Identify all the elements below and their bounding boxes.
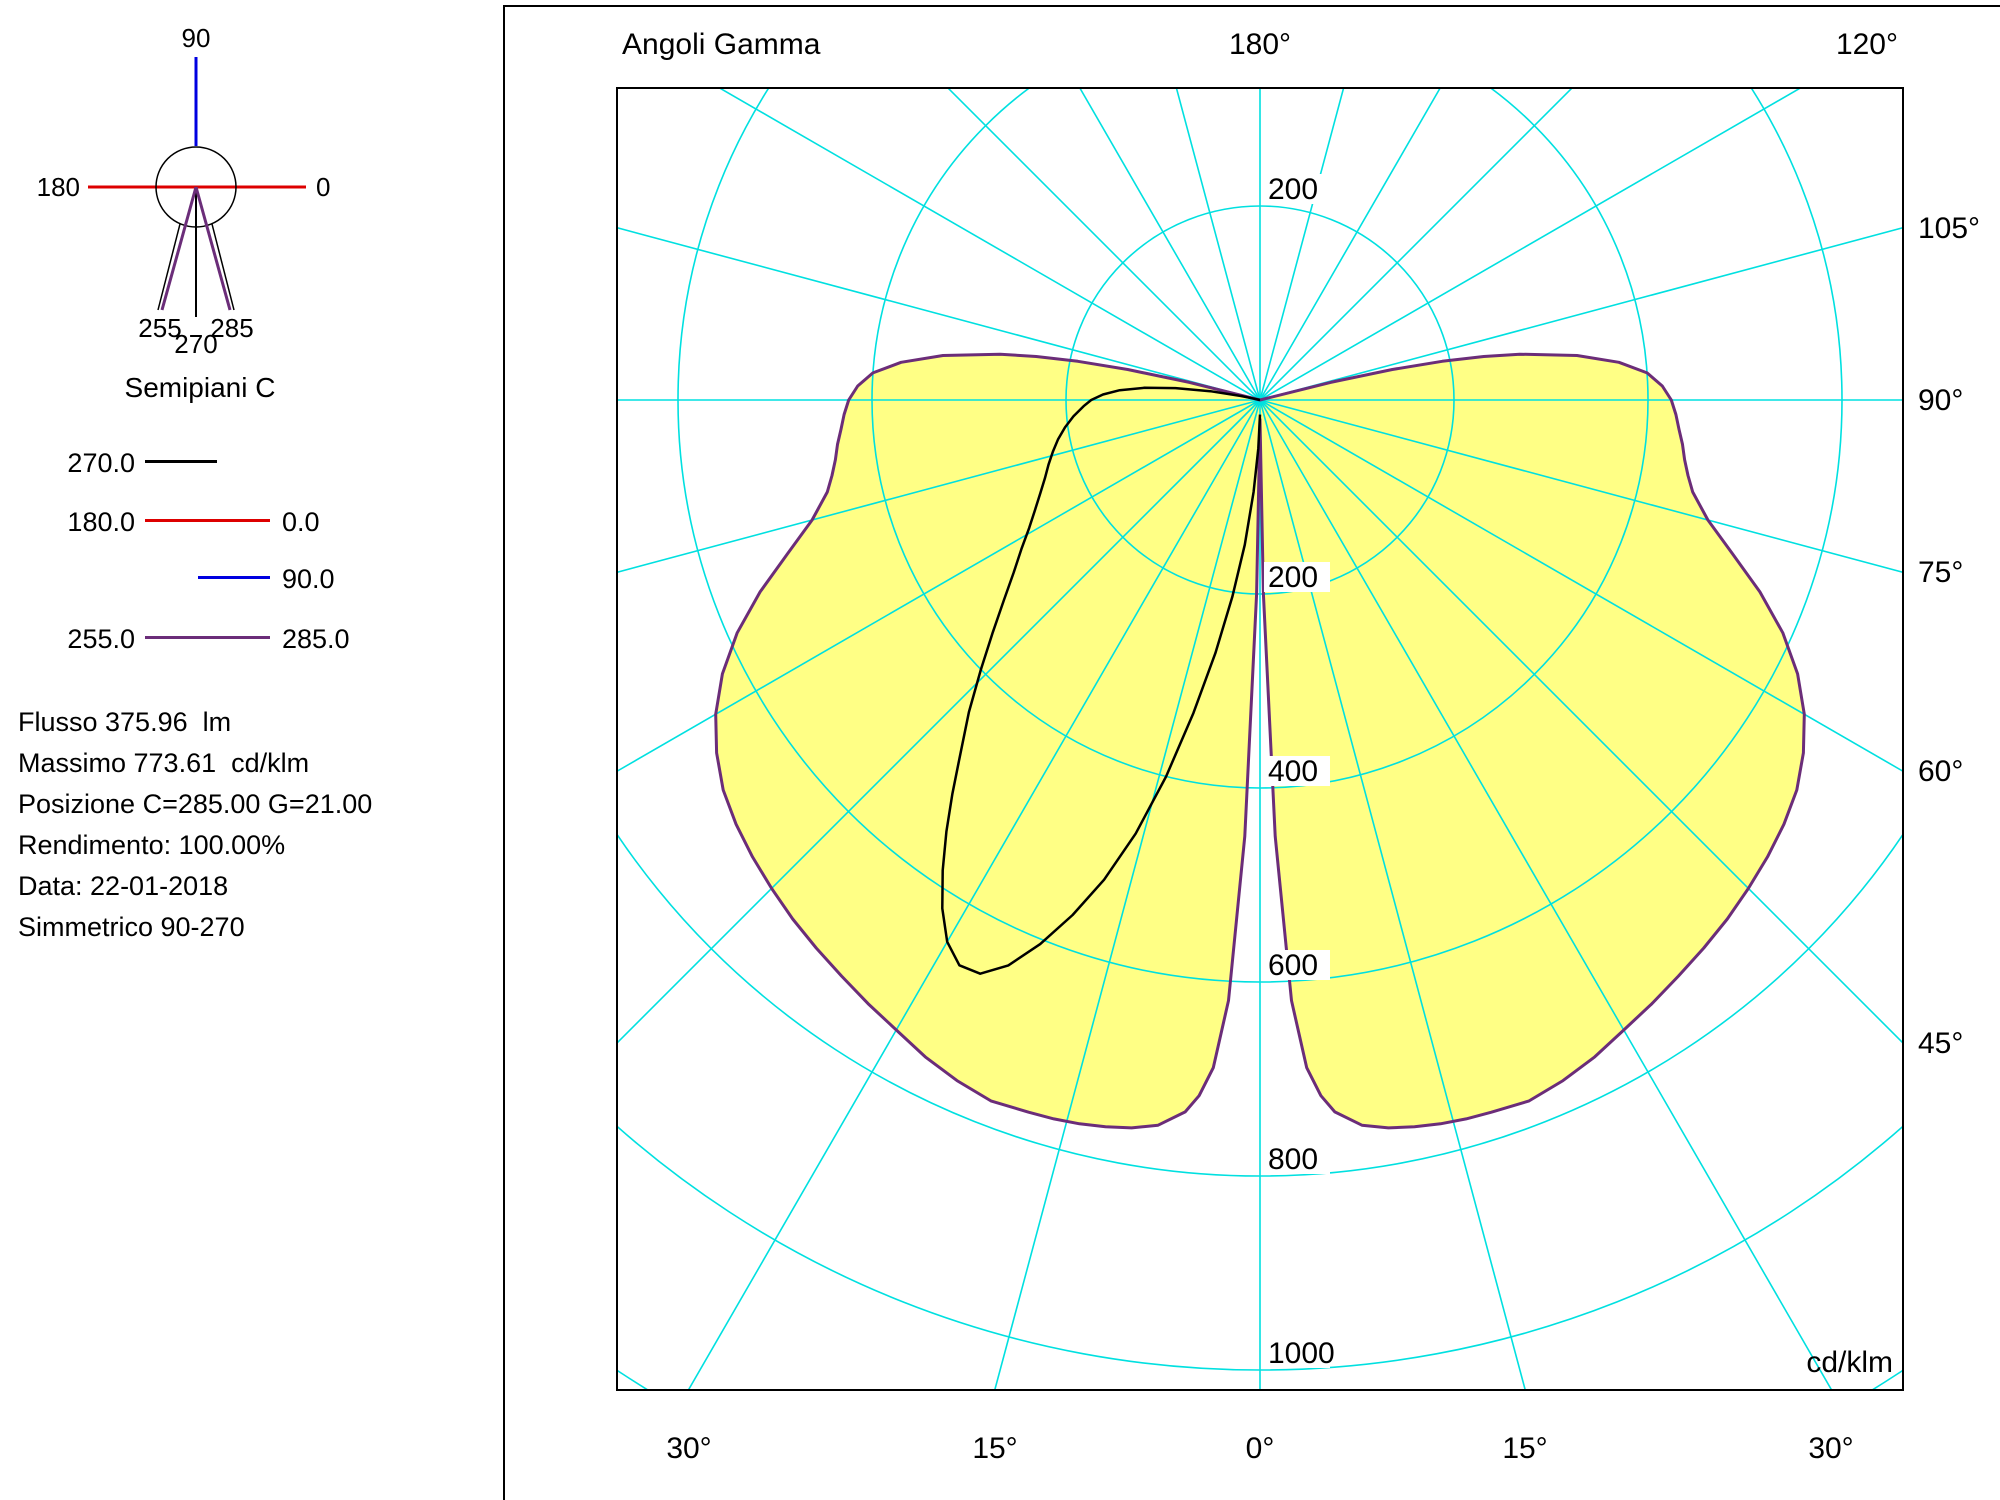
gamma-label-bottom: 15°: [972, 1432, 1017, 1465]
gamma-label-right: 60°: [1918, 755, 1963, 788]
grid-radial-line: [1259, 88, 1802, 401]
radial-label-mask: [1264, 562, 1330, 592]
lamp-cone-left-line: [157, 223, 181, 311]
legend-label-0: 0.0: [282, 507, 320, 537]
legend-label-285: 285.0: [282, 624, 350, 654]
lamp-axis-285-line: [194, 186, 232, 311]
info-rendimento: Rendimento: 100.00%: [18, 830, 286, 860]
gamma-label-right: 90°: [1918, 384, 1963, 417]
lamp-label-255: 255: [138, 313, 181, 343]
radial-tick-label: 600: [1268, 949, 1318, 982]
semipiani-caption: Semipiani C: [124, 372, 276, 403]
legend-label-90: 90.0: [282, 564, 335, 594]
info-simmetria: Simmetrico 90-270: [18, 912, 245, 942]
grid-radial-line: [993, 399, 1261, 1390]
unit-label: cd/klm: [1806, 1346, 1893, 1379]
info-flusso: Flusso 375.96 lm: [18, 707, 232, 737]
lamp-label-90: 90: [182, 23, 211, 53]
radial-tick-labels: 200 200 400 600 800 1000: [1264, 173, 1335, 1370]
legend-label-270: 270.0: [67, 448, 135, 478]
grid-radial-line: [1259, 399, 1903, 773]
radial-label-mask: [1264, 950, 1330, 980]
grid-radial-line: [1259, 399, 1903, 574]
plot-border: [616, 87, 1904, 1391]
chart-title: Angoli Gamma: [622, 28, 821, 61]
chart-panel-frame: [503, 5, 2000, 1500]
polar-chart: 2002004006008001000105°90°75°60°45°105°9…: [616, 28, 1980, 1465]
gamma-label-top-180: 180°: [1229, 28, 1291, 61]
gamma-label-bottom: 30°: [666, 1432, 711, 1465]
gamma-label-right: 75°: [1918, 556, 1963, 589]
legend-line-90: [198, 576, 270, 579]
radial-label-mask: [1264, 1338, 1330, 1368]
grid-radial-line: [617, 399, 1261, 574]
legend-line-270: [145, 460, 217, 463]
lamp-diagram: 90 180 0 255 285 270: [37, 23, 331, 359]
legend-label-255: 255.0: [67, 624, 135, 654]
intensity-curve-fill: [715, 354, 1805, 1128]
grid-radial-line: [617, 399, 1261, 1045]
radial-label-mask: [1264, 756, 1330, 786]
lamp-label-285: 285: [210, 313, 253, 343]
lamp-label-0: 0: [316, 172, 330, 202]
info-data: Data: 22-01-2018: [18, 871, 229, 901]
grid-radial-line: [1259, 399, 1833, 1390]
grid-radial-line: [1175, 88, 1261, 401]
gamma-label-bottom: 0°: [1246, 1432, 1275, 1465]
grid-radial-line: [946, 88, 1261, 401]
intensity-curve-270: [941, 386, 1262, 975]
grid-radial-line: [1259, 399, 1527, 1390]
radial-tick-label: 200: [1268, 561, 1318, 594]
gamma-label-right: 105°: [1918, 212, 1980, 245]
radial-tick-label: 400: [1268, 755, 1318, 788]
grid-radial-line: [1259, 88, 1442, 401]
grid-radial-line: [1078, 88, 1261, 401]
grid-radial-line: [687, 399, 1261, 1390]
radial-label-mask: [1264, 174, 1330, 204]
info-massimo: Massimo 773.61 cd/klm: [18, 748, 310, 778]
gamma-label-bottom: 30°: [1808, 1432, 1853, 1465]
grid-radial-line: [617, 399, 1261, 773]
lamp-label-180: 180: [37, 172, 80, 202]
legend-line-180-0: [145, 519, 270, 522]
plot-area: [617, 88, 1903, 1390]
legend-line-255-285: [145, 636, 270, 639]
grid-radial-line: [1259, 399, 1903, 1045]
grid-radial-line: [718, 88, 1261, 401]
grid-radial-line: [617, 226, 1261, 401]
legend-label-180: 180.0: [67, 507, 135, 537]
info-posizione: Posizione C=285.00 G=21.00: [18, 789, 373, 819]
radial-label-mask: [1264, 1144, 1330, 1174]
gamma-axis-labels: 105°90°75°60°45°105°90°75°60°45°30°15°0°…: [622, 28, 1980, 1465]
gamma-label-top-120: 120°: [1836, 28, 1898, 61]
radial-tick-label: 800: [1268, 1143, 1318, 1176]
radial-tick-label: 200: [1268, 173, 1318, 206]
grid-radial-line: [1259, 88, 1574, 401]
radial-tick-label: 1000: [1268, 1337, 1335, 1370]
grid-radial-line: [1259, 226, 1903, 401]
gamma-label-bottom: 15°: [1502, 1432, 1547, 1465]
gamma-label-right: 45°: [1918, 1027, 1963, 1060]
info-block: Flusso 375.96 lm Massimo 773.61 cd/klm P…: [18, 702, 372, 948]
lamp-cone-right-line: [211, 223, 235, 311]
lamp-label-270: 270: [174, 329, 217, 359]
lamp-axis-255-line: [160, 186, 198, 311]
